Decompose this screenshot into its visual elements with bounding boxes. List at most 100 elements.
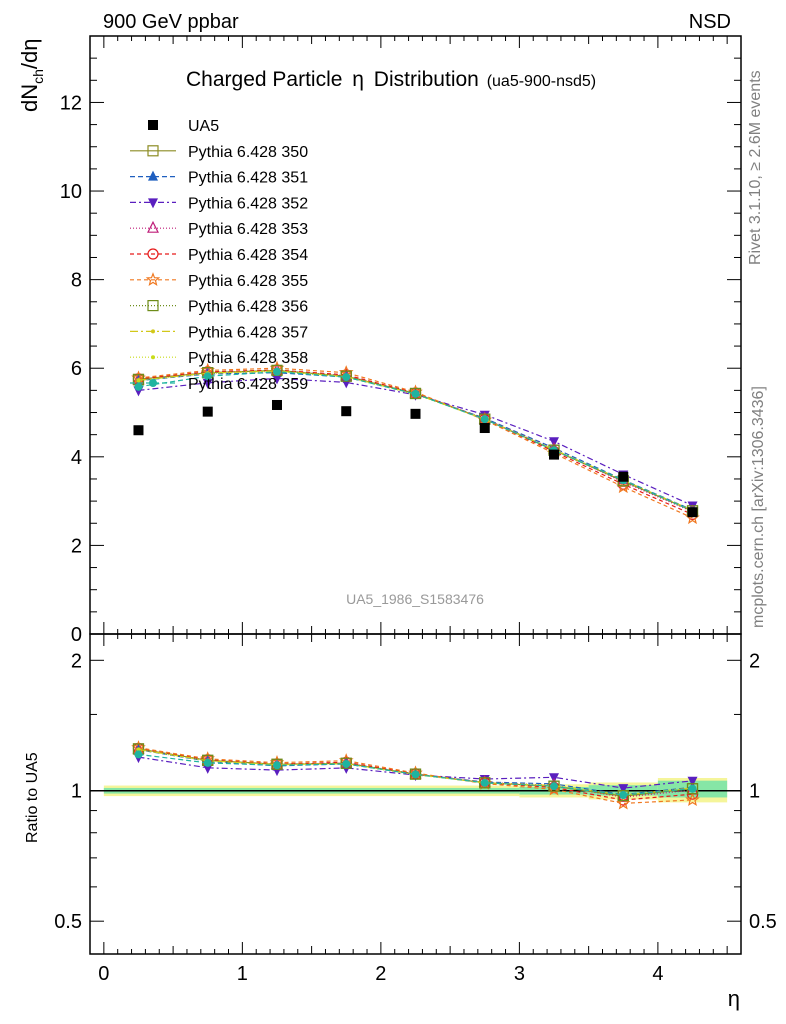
series-line-1 [138,372,693,511]
legend-swatch-marker [148,198,158,209]
title-tail: Distribution [374,68,479,91]
legend-swatch-marker [148,120,158,130]
ua5-data-point [271,399,282,410]
ratio-y-tick-label: 2 [71,650,82,672]
ratio-point-9 [342,759,351,768]
ua5-data-point [618,471,629,482]
ratio-y-tick-label-right: 2 [749,650,760,672]
ratio-point-9 [480,778,489,787]
series-point-9 [272,367,281,376]
legend-label: Pythia 6.428 352 [188,195,308,212]
legend-label: Pythia 6.428 355 [188,273,308,290]
legend-label: UA5 [188,118,219,135]
legend-swatch-marker [145,272,161,287]
ratio-point-5 [546,781,562,796]
series-point-9 [342,373,351,382]
main-axis-ticks: 0 2 4 6 8 10 12 [60,36,741,646]
ratio-y-tick-label: 1 [71,781,82,803]
upper-y-axis-label: dNch/dη [17,38,46,112]
legend-label: Pythia 6.428 351 [188,170,308,187]
legend-label: Pythia 6.428 358 [188,350,308,367]
legend-label: Pythia 6.428 356 [188,299,308,316]
chart-subtitle: (ua5-900-nsd5) [487,73,596,90]
ua5-data-point [202,406,213,417]
x-tick-label: 3 [514,963,525,985]
ratio-y-axis-label: Ratio to UA5 [24,752,41,843]
legend-swatch-marker [147,248,159,260]
legend-swatch-marker [147,145,159,157]
x-tick-label: 1 [237,963,248,985]
ua5-data-point [410,408,421,419]
x-tick-label: 4 [652,963,663,985]
series-point-6 [409,387,422,400]
ratio-series-layer [131,740,700,810]
ua5-data-point [479,423,490,434]
series-point-9 [480,415,489,424]
y-tick-label: 0 [71,624,82,646]
legend-swatch-marker [151,329,155,334]
x-axis-label: η [728,986,740,1011]
ratio-point-2 [687,776,698,787]
ratio-point-9 [550,782,559,791]
y-tick-label: 2 [71,535,82,557]
ua5-data-point [133,425,144,436]
mcplots-label: mcplots.cern.ch [arXiv:1306.3436] [750,386,767,628]
ratio-line-5 [138,747,693,805]
ratio-point-5 [616,795,631,810]
energy-label: 900 GeV ppbar [103,11,239,33]
ua5-data-point [549,449,560,460]
x-tick-label: 0 [98,963,109,985]
series-point-8 [136,378,141,383]
y-label-tail: /dη [17,38,42,69]
analysis-watermark: UA5_1986_S1583476 [346,591,484,607]
ratio-point-9 [272,761,281,770]
series-point-9 [134,382,143,391]
chart-title: Charged Particle η Distribution (ua5-900… [186,68,596,91]
legend-label: Pythia 6.428 359 [188,376,308,393]
legend-swatch-marker [149,379,157,387]
ratio-point-6 [617,789,629,802]
main-series-layer [131,360,700,525]
legend-label: Pythia 6.428 350 [188,144,308,161]
series-point-5 [616,479,631,494]
y-tick-label: 6 [71,358,82,380]
ratio-line-1 [138,749,693,796]
legend-swatch-marker [147,220,159,233]
rivet-version-label: Rivet 3.1.10, ≥ 2.6M events [747,70,764,265]
ratio-uncertainty-bands [90,778,741,803]
ratio-point-9 [134,750,143,759]
ratio-line-9 [138,753,693,796]
legend-label: Pythia 6.428 354 [188,247,308,264]
ratio-point-2 [618,784,629,795]
legend-swatch-marker [151,355,155,360]
legend-swatch-marker [147,300,159,312]
ratio-y-tick-label: 0.5 [54,911,82,933]
ratio-line-6 [138,748,693,797]
series-point-9 [203,372,212,381]
title-eta: η [352,68,364,91]
legend: UA5 Pythia 6.428 350 Pythia 6.428 351 Pythi… [130,118,308,393]
legend-label: Pythia 6.428 353 [188,221,308,238]
y-tick-label: 12 [60,92,82,114]
legend-label: Pythia 6.428 357 [188,324,308,341]
ratio-plot-frame [89,633,742,955]
legend-swatch-marker [148,170,158,181]
y-tick-label: 4 [71,447,82,469]
ratio-point-9 [688,784,697,793]
series-point-9 [411,389,420,398]
ratio-y-tick-label-right: 1 [749,781,760,803]
ratio-point-9 [411,770,420,779]
process-label: NSD [689,11,731,33]
title-text: Charged Particle [186,68,342,91]
series-point-2 [202,378,213,389]
ratio-point-9 [203,758,212,767]
y-tick-label: 10 [60,181,82,203]
ratio-point-9 [619,791,628,800]
ua5-data-point [687,507,698,518]
ua5-data-point [341,406,352,417]
ratio-y-tick-label-right: 0.5 [749,911,777,933]
ratio-point-2 [202,763,213,774]
series-point-2 [271,374,282,385]
x-tick-label: 2 [375,963,386,985]
